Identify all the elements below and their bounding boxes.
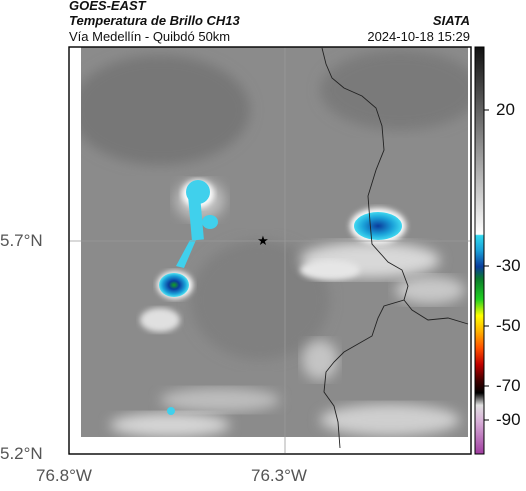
satellite-title: GOES-EAST — [69, 0, 146, 13]
colorbar — [474, 46, 485, 455]
map-frame — [68, 46, 472, 455]
product-title: Temperatura de Brillo CH13 — [69, 13, 240, 28]
colorbar-ticks — [484, 109, 489, 421]
colorbar-label: 20 — [496, 100, 515, 119]
colorbar-label: -50 — [496, 316, 521, 335]
colorbar-label: -70 — [496, 376, 521, 395]
lon-label-76-8: 76.8°W — [36, 466, 92, 485]
agency-label: SIATA — [432, 13, 470, 28]
colorbar-label: -30 — [496, 256, 521, 275]
border-line — [321, 47, 409, 449]
region-subtitle: Vía Medellín - Quibdó 50km — [69, 29, 231, 44]
lat-label-5-7: 5.7°N — [0, 231, 43, 250]
timestamp: 2024-10-18 15:29 — [367, 29, 470, 44]
lat-label-5-2: 5.2°N — [0, 444, 43, 463]
colorbar-label: -90 — [496, 410, 521, 429]
lon-label-76-3: 76.3°W — [251, 466, 307, 485]
border-line — [403, 299, 469, 325]
star-marker: ★ — [257, 233, 269, 248]
satellite-image — [81, 47, 468, 437]
